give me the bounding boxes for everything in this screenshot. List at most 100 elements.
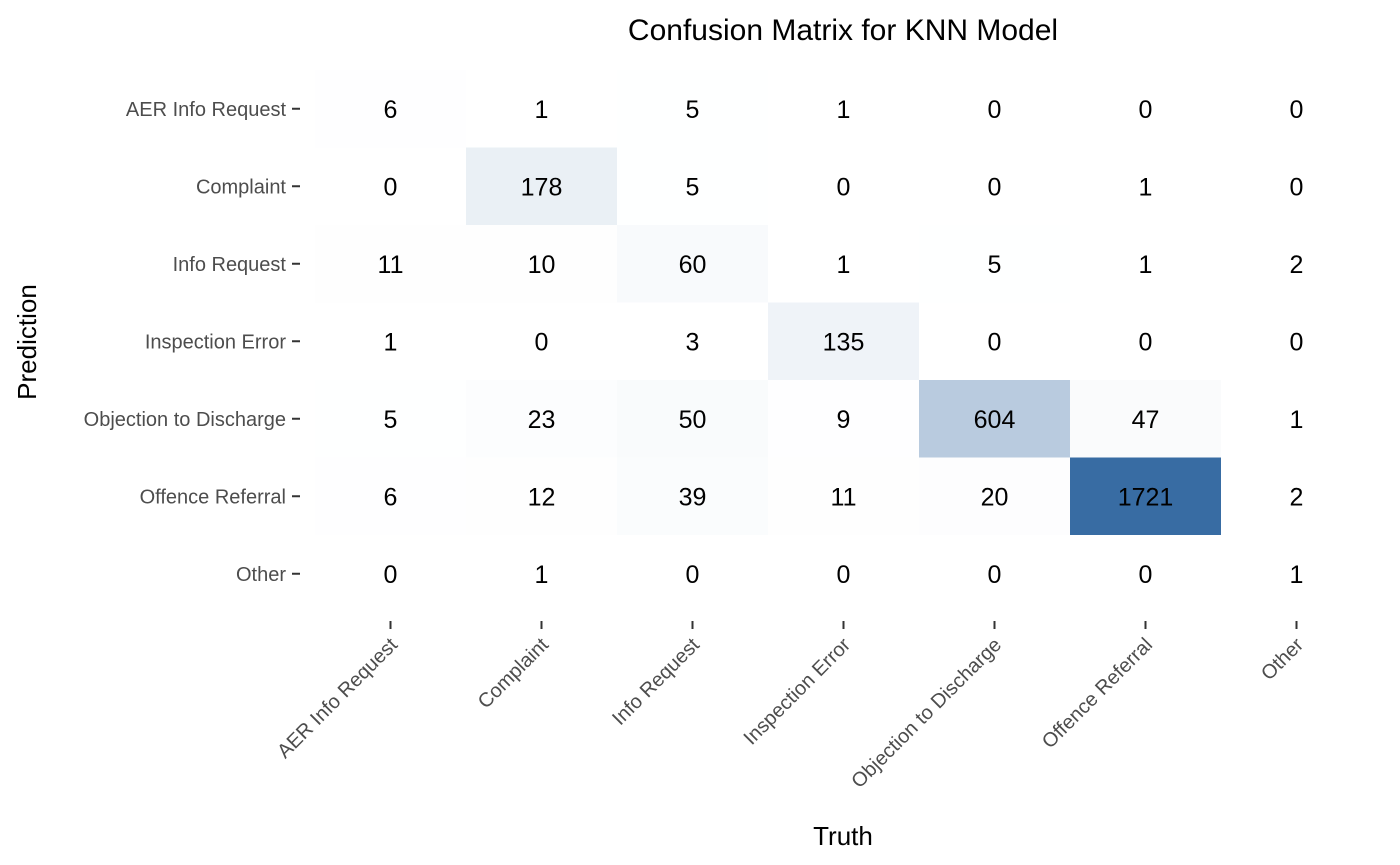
heatmap-cell-objection-to-discharge-info-request bbox=[617, 380, 769, 458]
heatmap-cell-info-request-inspection-error bbox=[768, 225, 920, 303]
heatmap-cell-complaint-info-request bbox=[617, 147, 769, 226]
heatmap-cell-inspection-error-inspection-error bbox=[768, 302, 920, 381]
heatmap-cell-complaint-aer-info-request bbox=[315, 147, 467, 226]
y-tick-label-complaint: Complaint bbox=[196, 176, 286, 198]
y-tick-label-aer-info-request: AER Info Request bbox=[126, 99, 287, 121]
heatmap-cell-info-request-complaint bbox=[466, 225, 618, 303]
cell-value-label: 0 bbox=[988, 96, 1002, 124]
heatmap-cell-offence-referral-info-request bbox=[617, 457, 769, 536]
cell-value-label: 0 bbox=[837, 173, 851, 201]
heatmap-cell-info-request-other bbox=[1221, 225, 1373, 303]
heatmap-cell-complaint-inspection-error bbox=[768, 147, 920, 226]
heatmap-cell-complaint-complaint bbox=[466, 147, 618, 226]
heatmap-cell-objection-to-discharge-aer-info-request bbox=[315, 380, 467, 458]
cell-value-label: 50 bbox=[679, 406, 707, 434]
cell-value-label: 135 bbox=[823, 328, 865, 356]
x-tick-label-inspection-error: Inspection Error bbox=[740, 634, 856, 750]
heatmap-cells bbox=[315, 70, 1373, 613]
cell-value-label: 9 bbox=[837, 406, 851, 434]
heatmap-cell-objection-to-discharge-complaint bbox=[466, 380, 618, 458]
cell-value-label: 5 bbox=[988, 251, 1002, 279]
heatmap-cell-offence-referral-aer-info-request bbox=[315, 457, 467, 536]
cell-value-label: 0 bbox=[1290, 328, 1304, 356]
x-axis-title: Truth bbox=[813, 821, 873, 851]
y-tick-label-info-request: Info Request bbox=[173, 254, 287, 276]
cell-value-label: 1 bbox=[384, 328, 398, 356]
y-axis-title: Prediction bbox=[12, 284, 42, 400]
heatmap-cell-aer-info-request-other bbox=[1221, 70, 1373, 148]
heatmap-cell-other-other bbox=[1221, 535, 1373, 613]
y-tick-label-inspection-error: Inspection Error bbox=[145, 331, 287, 353]
x-tick-label-offence-referral: Offence Referral bbox=[1038, 634, 1157, 753]
cell-value-label: 20 bbox=[981, 483, 1009, 511]
heatmap-cell-aer-info-request-objection-to-discharge bbox=[919, 70, 1071, 148]
cell-value-label: 11 bbox=[831, 483, 857, 511]
cell-value-label: 1 bbox=[837, 96, 851, 124]
heatmap-cell-complaint-offence-referral bbox=[1070, 147, 1222, 226]
heatmap-cell-info-request-aer-info-request bbox=[315, 225, 467, 303]
cell-value-label: 12 bbox=[528, 483, 556, 511]
heatmap-cell-complaint-other bbox=[1221, 147, 1373, 226]
cell-value-label: 5 bbox=[686, 96, 700, 124]
heatmap-cell-offence-referral-offence-referral bbox=[1070, 457, 1222, 536]
x-tick-label-complaint: Complaint bbox=[474, 634, 554, 714]
heatmap-cell-objection-to-discharge-offence-referral bbox=[1070, 380, 1222, 458]
cell-value-label: 0 bbox=[1139, 561, 1153, 589]
x-tick-label-other: Other bbox=[1257, 634, 1308, 685]
cell-value-label: 178 bbox=[521, 173, 563, 201]
heatmap-cell-other-aer-info-request bbox=[315, 535, 467, 613]
heatmap-cell-aer-info-request-inspection-error bbox=[768, 70, 920, 148]
cell-value-label: 0 bbox=[837, 561, 851, 589]
cell-value-label: 5 bbox=[686, 173, 700, 201]
cell-value-label: 23 bbox=[528, 406, 556, 434]
heatmap-cell-info-request-offence-referral bbox=[1070, 225, 1222, 303]
cell-value-label: 0 bbox=[535, 328, 549, 356]
cell-value-label: 3 bbox=[686, 328, 700, 356]
heatmap-cell-inspection-error-objection-to-discharge bbox=[919, 302, 1071, 381]
heatmap-cell-inspection-error-complaint bbox=[466, 302, 618, 381]
x-axis: AER Info Request Complaint Info Request Ins… bbox=[273, 621, 1308, 793]
cell-value-label: 1 bbox=[535, 96, 549, 124]
x-tick-label-objection-to-discharge: Objection to Discharge bbox=[847, 634, 1006, 793]
heatmap-cell-other-offence-referral bbox=[1070, 535, 1222, 613]
cell-value-label: 11 bbox=[378, 251, 404, 279]
cell-value-label: 60 bbox=[679, 251, 707, 279]
cell-value-labels: 6 1 5 1 0 0 00 178 5 0 0 1 011 10 60 1 5 1 21 0 3 135 0 0 05 23 50… bbox=[378, 96, 1304, 589]
cell-value-label: 10 bbox=[528, 251, 556, 279]
cell-value-label: 2 bbox=[1290, 251, 1304, 279]
cell-value-label: 1 bbox=[837, 251, 851, 279]
heatmap-cell-offence-referral-other bbox=[1221, 457, 1373, 536]
heatmap-cell-other-objection-to-discharge bbox=[919, 535, 1071, 613]
heatmap-cell-aer-info-request-aer-info-request bbox=[315, 70, 467, 148]
heatmap-cell-inspection-error-info-request bbox=[617, 302, 769, 381]
cell-value-label: 1 bbox=[1290, 406, 1304, 434]
cell-value-label: 39 bbox=[679, 483, 707, 511]
heatmap-cell-objection-to-discharge-inspection-error bbox=[768, 380, 920, 458]
cell-value-label: 604 bbox=[974, 406, 1016, 434]
heatmap-cell-other-complaint bbox=[466, 535, 618, 613]
cell-value-label: 1 bbox=[1139, 251, 1153, 279]
heatmap-cell-info-request-objection-to-discharge bbox=[919, 225, 1071, 303]
cell-value-label: 0 bbox=[686, 561, 700, 589]
cell-value-label: 0 bbox=[988, 328, 1002, 356]
heatmap-cell-complaint-objection-to-discharge bbox=[919, 147, 1071, 226]
heatmap-cell-offence-referral-inspection-error bbox=[768, 457, 920, 536]
x-tick-label-info-request: Info Request bbox=[608, 634, 704, 730]
cell-value-label: 0 bbox=[384, 561, 398, 589]
cell-value-label: 0 bbox=[384, 173, 398, 201]
cell-value-label: 0 bbox=[1139, 96, 1153, 124]
heatmap-cell-info-request-info-request bbox=[617, 225, 769, 303]
y-axis: AER Info Request Complaint Info Request Ins… bbox=[84, 99, 300, 586]
heatmap-cell-aer-info-request-offence-referral bbox=[1070, 70, 1222, 148]
chart-title: Confusion Matrix for KNN Model bbox=[628, 14, 1058, 47]
heatmap-cell-other-info-request bbox=[617, 535, 769, 613]
y-tick-label-objection-to-discharge: Objection to Discharge bbox=[84, 409, 286, 431]
cell-value-label: 1 bbox=[535, 561, 549, 589]
cell-value-label: 1 bbox=[1290, 561, 1304, 589]
heatmap-cell-aer-info-request-complaint bbox=[466, 70, 618, 148]
heatmap-cell-objection-to-discharge-objection-to-discharge bbox=[919, 380, 1071, 458]
heatmap-cell-offence-referral-objection-to-discharge bbox=[919, 457, 1071, 536]
y-tick-label-offence-referral: Offence Referral bbox=[140, 486, 286, 508]
cell-value-label: 0 bbox=[988, 173, 1002, 201]
